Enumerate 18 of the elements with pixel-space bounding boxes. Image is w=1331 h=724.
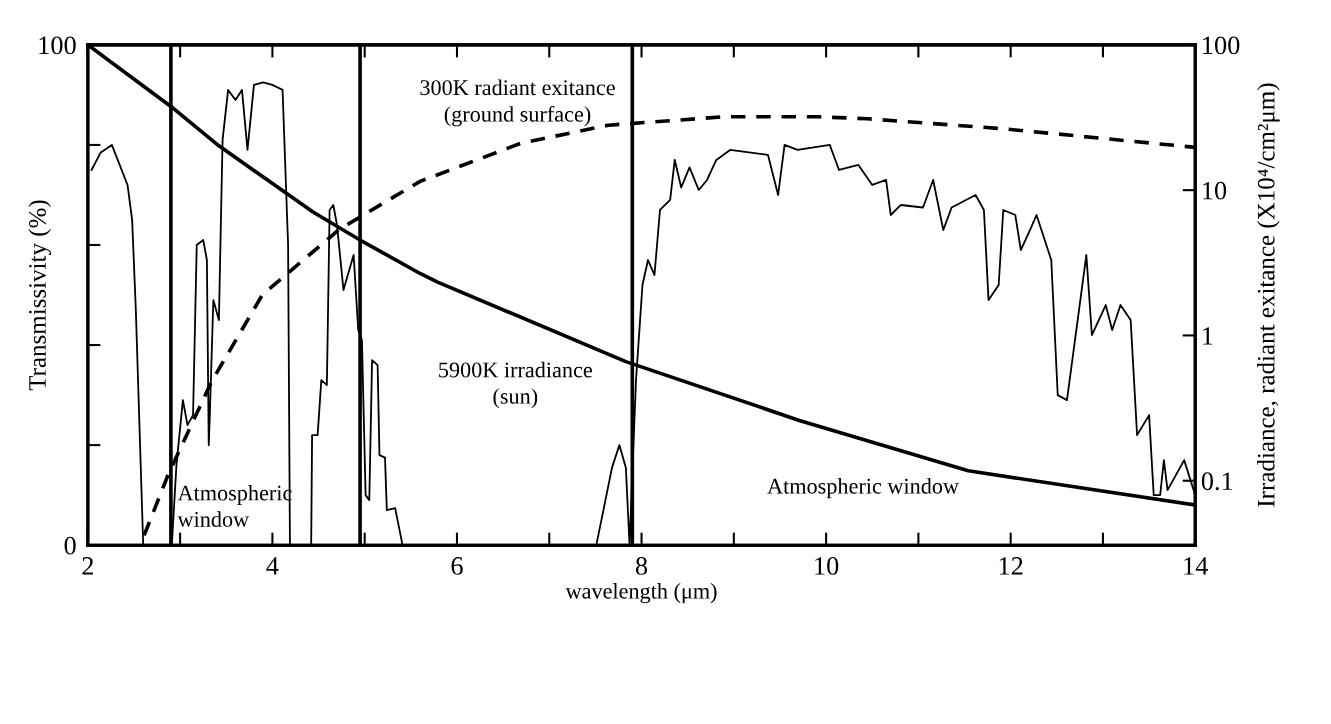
x-axis-title: wavelength (μm): [565, 582, 717, 604]
x-tick-label: 8: [635, 557, 648, 575]
y-axis-title: Transmissivity (%): [28, 200, 52, 391]
annotation: 300K radiant exitance (ground surface): [420, 79, 615, 127]
x-tick-label: 14: [1184, 557, 1209, 575]
annotation: Atmospheric window: [767, 478, 959, 499]
annotation: 5900K irradiance (sun): [439, 361, 592, 409]
y2-tick-label: 0.1: [1201, 472, 1233, 491]
y2-tick-label: 100: [1203, 36, 1240, 55]
y-tick-label: 0: [64, 536, 76, 555]
y2-axis-title: Irradiance, radiant exitance (X10⁴/cm²μm): [1257, 83, 1280, 507]
y2-tick-label: 10: [1203, 181, 1227, 200]
x-tick-label: 6: [451, 557, 463, 575]
x-tick-label: 4: [266, 557, 279, 575]
y2-tick-label: 1: [1203, 327, 1213, 345]
x-tick-label: 12: [999, 557, 1023, 575]
x-tick-label: 2: [82, 557, 93, 575]
x-tick-label: 10: [815, 557, 839, 575]
